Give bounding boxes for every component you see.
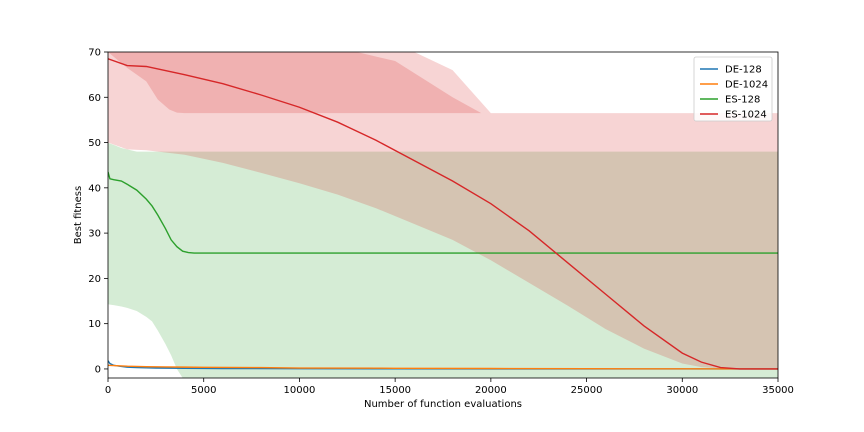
- x-tick-label: 20000: [475, 385, 507, 396]
- x-tick-label: 10000: [284, 385, 316, 396]
- x-tick-label: 5000: [191, 385, 216, 396]
- plot-frame: [107, 51, 779, 379]
- y-tick-label: 40: [88, 183, 101, 194]
- y-tick-label: 70: [88, 48, 101, 59]
- x-tick-label: 35000: [762, 385, 794, 396]
- y-axis-ticks: 0 10 20 30 40 50 60 70: [88, 48, 108, 375]
- y-tick-label: 20: [88, 274, 101, 285]
- x-axis-label: Number of function evaluations: [364, 399, 522, 410]
- legend-label: DE-1024: [725, 80, 768, 91]
- legend-label: ES-1024: [725, 110, 767, 121]
- legend-label: ES-128: [725, 95, 760, 106]
- line-es-128: [108, 171, 778, 254]
- x-axis-ticks: 0 5000 10000 15000 20000 25000 30000 35000: [105, 378, 794, 396]
- y-tick-label: 10: [88, 319, 101, 330]
- band-es-128: [108, 142, 778, 378]
- y-tick-label: 30: [88, 229, 101, 240]
- legend-label: DE-128: [725, 65, 762, 76]
- y-tick-label: 60: [88, 93, 101, 104]
- line-de-1024: [108, 364, 778, 370]
- y-axis-label: Best fitness: [73, 186, 84, 244]
- y-tick-label: 50: [88, 138, 101, 149]
- confidence-bands: [108, 52, 778, 378]
- band-es-1024: [108, 52, 778, 369]
- x-tick-label: 30000: [666, 385, 698, 396]
- legend: DE-128 DE-1024 ES-128 ES-1024: [693, 56, 773, 122]
- band-es-1024-upper: [108, 52, 501, 114]
- legend-box: [693, 56, 773, 122]
- series-lines: [108, 58, 778, 370]
- line-es-1024: [108, 58, 778, 370]
- x-tick-label: 25000: [571, 385, 603, 396]
- x-tick-label: 0: [105, 385, 111, 396]
- y-tick-label: 0: [95, 364, 101, 375]
- x-tick-label: 15000: [379, 385, 411, 396]
